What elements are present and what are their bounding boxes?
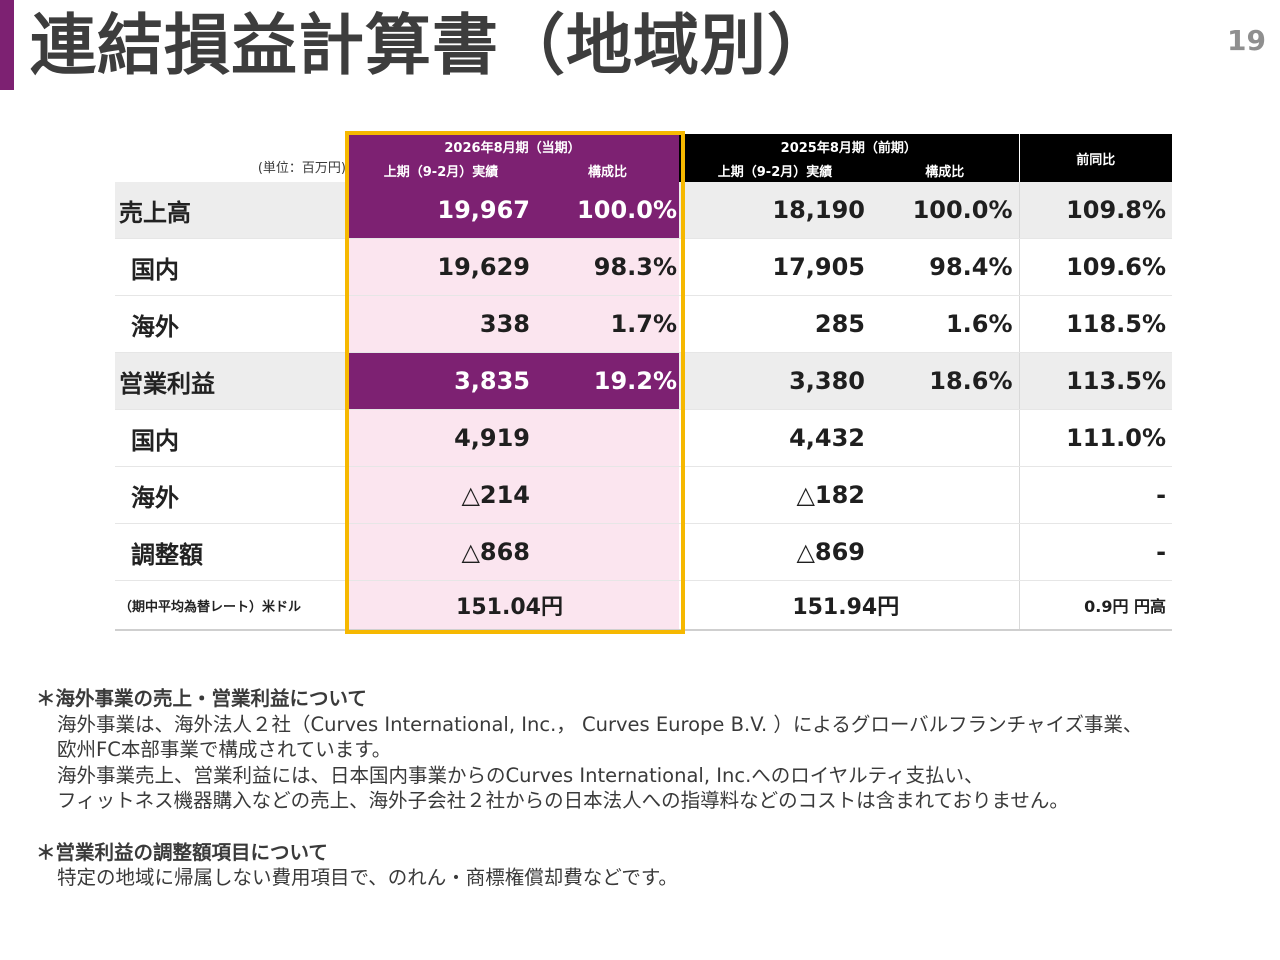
table-row-sales-domestic: 国内 19,629 98.3% 17,905 98.4% 109.6% [115, 238, 1173, 296]
prior-ratio-header: 構成比 [871, 158, 1020, 182]
adjustment-note-line: 特定の地域に帰属しない費用項目で、のれん・商標権償却費などです。 [57, 866, 678, 889]
prior-value: 3,380 [679, 352, 872, 410]
exchange-rate-label: （期中平均為替レート）米ドル [115, 580, 346, 631]
current-ratio: 100.0% [536, 182, 680, 239]
yoy-value: - [1018, 466, 1173, 524]
current-ratio [536, 409, 680, 467]
prior-value: 4,432 [679, 409, 872, 467]
table-row-adjustment: 調整額 △868 △869 - [115, 523, 1173, 581]
yoy-value: 109.6% [1018, 238, 1173, 296]
yoy-value: 113.5% [1018, 352, 1173, 410]
row-label: 海外 [115, 466, 346, 524]
current-value: 338 [346, 295, 536, 353]
current-ratio: 19.2% [536, 352, 680, 410]
prior-value: 285 [679, 295, 872, 353]
current-ratio: 98.3% [536, 238, 680, 296]
yoy-value: 118.5% [1018, 295, 1173, 353]
current-results-header: 上期（9-2月）実績 [346, 158, 536, 182]
prior-ratio [871, 409, 1020, 467]
prior-value: △182 [679, 466, 872, 524]
row-label: 国内 [115, 238, 346, 296]
table-row-operating-income: 営業利益 3,835 19.2% 3,380 18.6% 113.5% [115, 352, 1173, 410]
prior-period-header: 2025年8月期（前期） [679, 134, 1020, 158]
current-ratio [536, 523, 680, 581]
header-row-periods: (単位：百万円) 2026年8月期（当期） 2025年8月期（前期） 前同比 [115, 134, 1173, 182]
current-exchange-rate: 151.04円 [346, 580, 680, 631]
overseas-note-line: フィットネス機器購入などの売上、海外子会社２社からの日本法人への指導料などのコス… [57, 789, 1069, 812]
yoy-value: - [1018, 523, 1173, 581]
overseas-note-line: 海外事業は、海外法人２社（Curves International, Inc.，… [57, 712, 1143, 736]
current-value: 19,967 [346, 182, 536, 239]
yoy-value: 109.8% [1018, 182, 1173, 239]
overseas-note-heading: ＊海外事業の売上・営業利益について [36, 687, 367, 710]
page-number: 19 [1227, 24, 1266, 57]
prior-ratio [871, 466, 1020, 524]
table-row-exchange-rate: （期中平均為替レート）米ドル 151.04円 151.94円 0.9円 円高 [115, 580, 1173, 631]
yoy-value: 111.0% [1018, 409, 1173, 467]
current-value: 3,835 [346, 352, 536, 410]
prior-results-header: 上期（9-2月）実績 [679, 158, 872, 182]
header-row-columns: 上期（9-2月）実績 構成比 上期（9-2月）実績 構成比 [115, 158, 1172, 182]
current-value: 4,919 [346, 409, 536, 467]
current-value: 19,629 [346, 238, 536, 296]
current-value: △868 [346, 523, 536, 581]
table-row-sales-overseas: 海外 338 1.7% 285 1.6% 118.5% [115, 295, 1173, 353]
current-ratio [536, 466, 680, 524]
exchange-rate-change: 0.9円 円高 [1018, 580, 1173, 631]
prior-ratio: 18.6% [871, 352, 1020, 410]
table-row-income-domestic: 国内 4,919 4,432 111.0% [115, 409, 1173, 467]
row-label: 売上高 [115, 182, 346, 239]
table-row-income-overseas: 海外 △214 △182 - [115, 466, 1173, 524]
adjustment-note-heading: ＊営業利益の調整額項目について [36, 840, 328, 864]
income-statement-table: (単位：百万円) 2026年8月期（当期） 2025年8月期（前期） 前同比 上… [115, 134, 1173, 631]
prior-value: 17,905 [679, 238, 872, 296]
unit-label: (単位：百万円) [257, 161, 346, 176]
prior-ratio: 98.4% [871, 238, 1020, 296]
prior-ratio: 1.6% [871, 295, 1020, 353]
current-ratio: 1.7% [536, 295, 680, 353]
row-label: 調整額 [115, 523, 346, 581]
title-accent-bar [0, 0, 14, 90]
prior-value: △869 [679, 523, 872, 581]
prior-ratio: 100.0% [871, 182, 1020, 239]
prior-value: 18,190 [679, 182, 872, 239]
row-label: 国内 [115, 409, 346, 467]
overseas-note-line: 欧州FC本部事業で構成されています。 [57, 738, 392, 761]
table-row-net-sales: 売上高 19,967 100.0% 18,190 100.0% 109.8% [115, 182, 1173, 239]
current-period-header: 2026年8月期（当期） [346, 134, 680, 158]
row-label: 海外 [115, 295, 346, 353]
overseas-note-line: 海外事業売上、営業利益には、日本国内事業からのCurves Internatio… [57, 763, 984, 787]
prior-exchange-rate: 151.94円 [679, 580, 1020, 631]
yoy-header: 前同比 [1018, 134, 1173, 182]
prior-ratio [871, 523, 1020, 581]
page-title: 連結損益計算書（地域別） [30, 7, 834, 84]
notes-section: ＊海外事業の売上・営業利益について 海外事業は、海外法人２社（Curves In… [36, 686, 1266, 891]
current-ratio-header: 構成比 [536, 158, 680, 182]
current-value: △214 [346, 466, 536, 524]
row-label: 営業利益 [115, 352, 346, 410]
